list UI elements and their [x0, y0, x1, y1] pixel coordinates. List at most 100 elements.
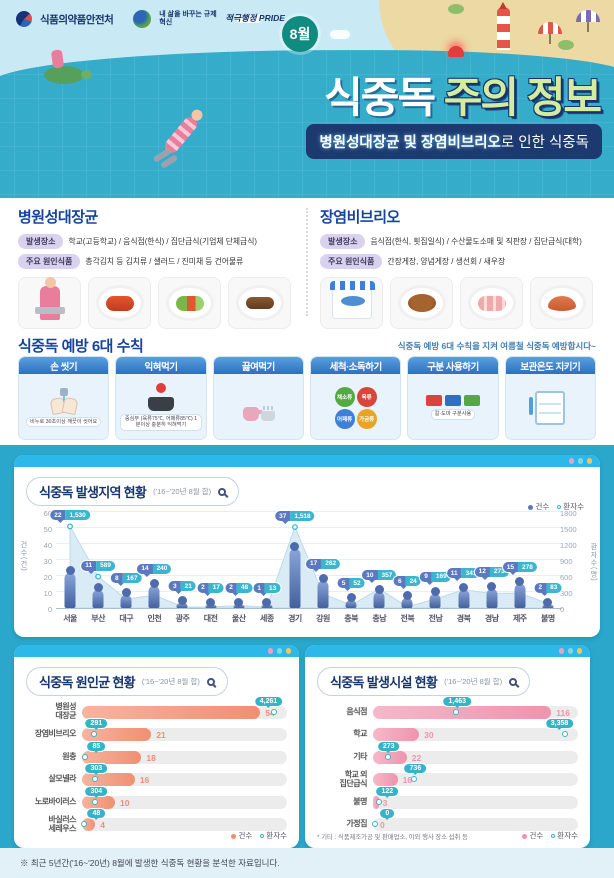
food-image-list: [320, 277, 602, 329]
region-label: 전남: [428, 614, 443, 623]
bar-track: 4 48: [81, 809, 287, 832]
region-label: 경기: [288, 614, 302, 623]
row-label: 음식점: [346, 706, 367, 716]
patient-value: 52: [349, 578, 365, 588]
rule-card-illustration: 중심부 (육류75℃, 어패류85℃) 1분이상 충분히 익혀먹기: [116, 374, 205, 439]
bar-row: 장염비브리오 21 291: [24, 719, 287, 747]
bar-track: 18 85: [81, 741, 287, 764]
page-footnote: ※ 최근 5년간('16~'20년) 8월에 발생한 식중독 현황을 분석한 자…: [20, 858, 280, 868]
rules-title: 식중독 예방 6대 수칙: [18, 338, 144, 355]
patient-dot: [291, 524, 298, 530]
window-dot: [576, 648, 582, 654]
patient-value: 48: [236, 582, 253, 593]
window-dot: [558, 648, 564, 654]
info-text: 총각김치 등 김치류 / 샐러드 / 진미채 등 건어물류: [85, 257, 244, 266]
case-bar: [373, 705, 552, 719]
legend-patients: 환자수: [260, 830, 287, 841]
region-label: 강원: [316, 614, 330, 623]
case-value: 5: [337, 578, 350, 588]
row-label: 불명: [353, 796, 367, 806]
case-value: 11: [81, 560, 97, 571]
case-value: 1: [253, 583, 266, 593]
value-bubble: 11 589: [81, 560, 116, 574]
case-value: 37: [275, 511, 291, 522]
patient-value: 262: [321, 558, 341, 569]
case-value: 14: [137, 563, 153, 574]
food-figure: [245, 297, 274, 309]
plate: [537, 285, 586, 321]
chart-legend: 건수 환자수: [231, 830, 287, 841]
window-dot: [568, 458, 574, 464]
patient-value: 278: [518, 562, 537, 572]
info-text: 학교(고등학교) / 음식점(한식) / 집단급식(기업체 단체급식): [68, 237, 258, 246]
pathogen-title: 장염비브리오: [320, 209, 400, 226]
value-bubble: 11 341: [446, 568, 481, 582]
region-column: 37 1,518: [275, 511, 315, 608]
bush-icon: [558, 40, 574, 50]
case-value-label: 54: [265, 707, 275, 718]
row-label: 기타: [353, 751, 367, 761]
shrimp-image: [530, 277, 593, 329]
figure: [34, 277, 65, 320]
case-bar: [82, 773, 135, 787]
value-bubble: 3 21: [169, 581, 196, 595]
rules-section: 식중독 예방 6대 수칙 식중독 예방 6대 수칙을 지켜 여름철 식중독 예방…: [0, 330, 614, 445]
plate: [235, 285, 284, 321]
case-value-label: 10: [120, 797, 130, 808]
case-value: 6: [393, 576, 406, 587]
heat-sign-icon: [155, 382, 166, 393]
panel-titlebar: [14, 645, 299, 657]
rule-card-note: 중심부 (육류75℃, 어패류85℃) 1분이상 충분히 익혀먹기: [119, 413, 202, 431]
value-bubble: 1 13: [253, 583, 281, 596]
patient-value: 13: [265, 583, 281, 593]
patient-bubble: 0: [380, 809, 395, 821]
bar-track: 16 736: [373, 764, 578, 787]
plate: [165, 285, 214, 321]
bush-icon: [448, 4, 464, 14]
region-column: 17 262: [306, 513, 341, 608]
category-circle: 채소류: [334, 386, 355, 407]
rule-card: 세척·소독하기 채소류 육류 어패류 가금류: [309, 356, 402, 440]
rule-card: 보관온도 지키기: [504, 356, 596, 440]
subtitle-highlight: 병원성대장균 및 장염비브리오: [319, 135, 501, 151]
region-column: 8 167: [111, 513, 142, 608]
pathogen-vibrio: 장염비브리오 발생장소 음식점(한식, 횟집일식) / 수산물도소매 및 직판장…: [320, 206, 602, 329]
sashimi-image: [460, 277, 523, 329]
cloud-icon: [330, 30, 350, 39]
food-figure: [175, 295, 204, 311]
plate: [467, 285, 516, 321]
region-column: 5 52: [337, 513, 365, 608]
patient-value: 167: [122, 573, 142, 584]
bar-track: 54 4,261: [82, 696, 287, 719]
info-text: 음식점(한식, 횟집일식) / 수산물도소매 및 직판장 / 집단급식(대학): [370, 237, 582, 246]
bar-row: 기타 22 273: [315, 741, 578, 769]
row-label: 가정집: [346, 819, 367, 829]
y-axis-label-left: 건수(건): [20, 541, 27, 572]
agency-name: 식품의약품안전처: [40, 13, 114, 26]
row-label: 노로바이러스: [34, 796, 77, 806]
headline-main: 식중독: [324, 74, 436, 121]
bar-track: 22 273: [373, 741, 578, 764]
rule-card-title: 보관온도 지키기: [505, 357, 595, 374]
rules-tagline: 식중독 예방 6대 수칙을 지켜 여름철 식중독 예방합시다~: [397, 341, 596, 351]
region-label: 경북: [456, 614, 471, 623]
rule-card: 손 씻기 비누로 30초이상 깨끗이 씻어요: [18, 356, 110, 440]
category-circles: 채소류 육류 어패류 가금류: [334, 386, 377, 429]
boiling-pot-icon: [261, 405, 276, 421]
chart-title: 식중독 원인균 현황: [39, 675, 136, 690]
category-circle: 가금류: [356, 408, 377, 429]
handwash-icon: [47, 387, 81, 414]
bar-row: 원충 18 85: [24, 741, 287, 769]
patient-bubble: 303: [85, 764, 108, 776]
row-label: 학교 외 집단급식: [339, 769, 368, 788]
month-badge: 8월: [282, 16, 318, 52]
region-column: 6 24: [393, 513, 421, 608]
case-value-label: 21: [156, 730, 166, 741]
region-label: 제주: [512, 614, 527, 623]
region-label: 경남: [484, 614, 499, 623]
patient-dot: [376, 798, 383, 805]
window-dot: [586, 458, 592, 464]
bar-row: 불명 3 122: [315, 786, 578, 814]
legend-patients: 환자수: [557, 501, 584, 512]
